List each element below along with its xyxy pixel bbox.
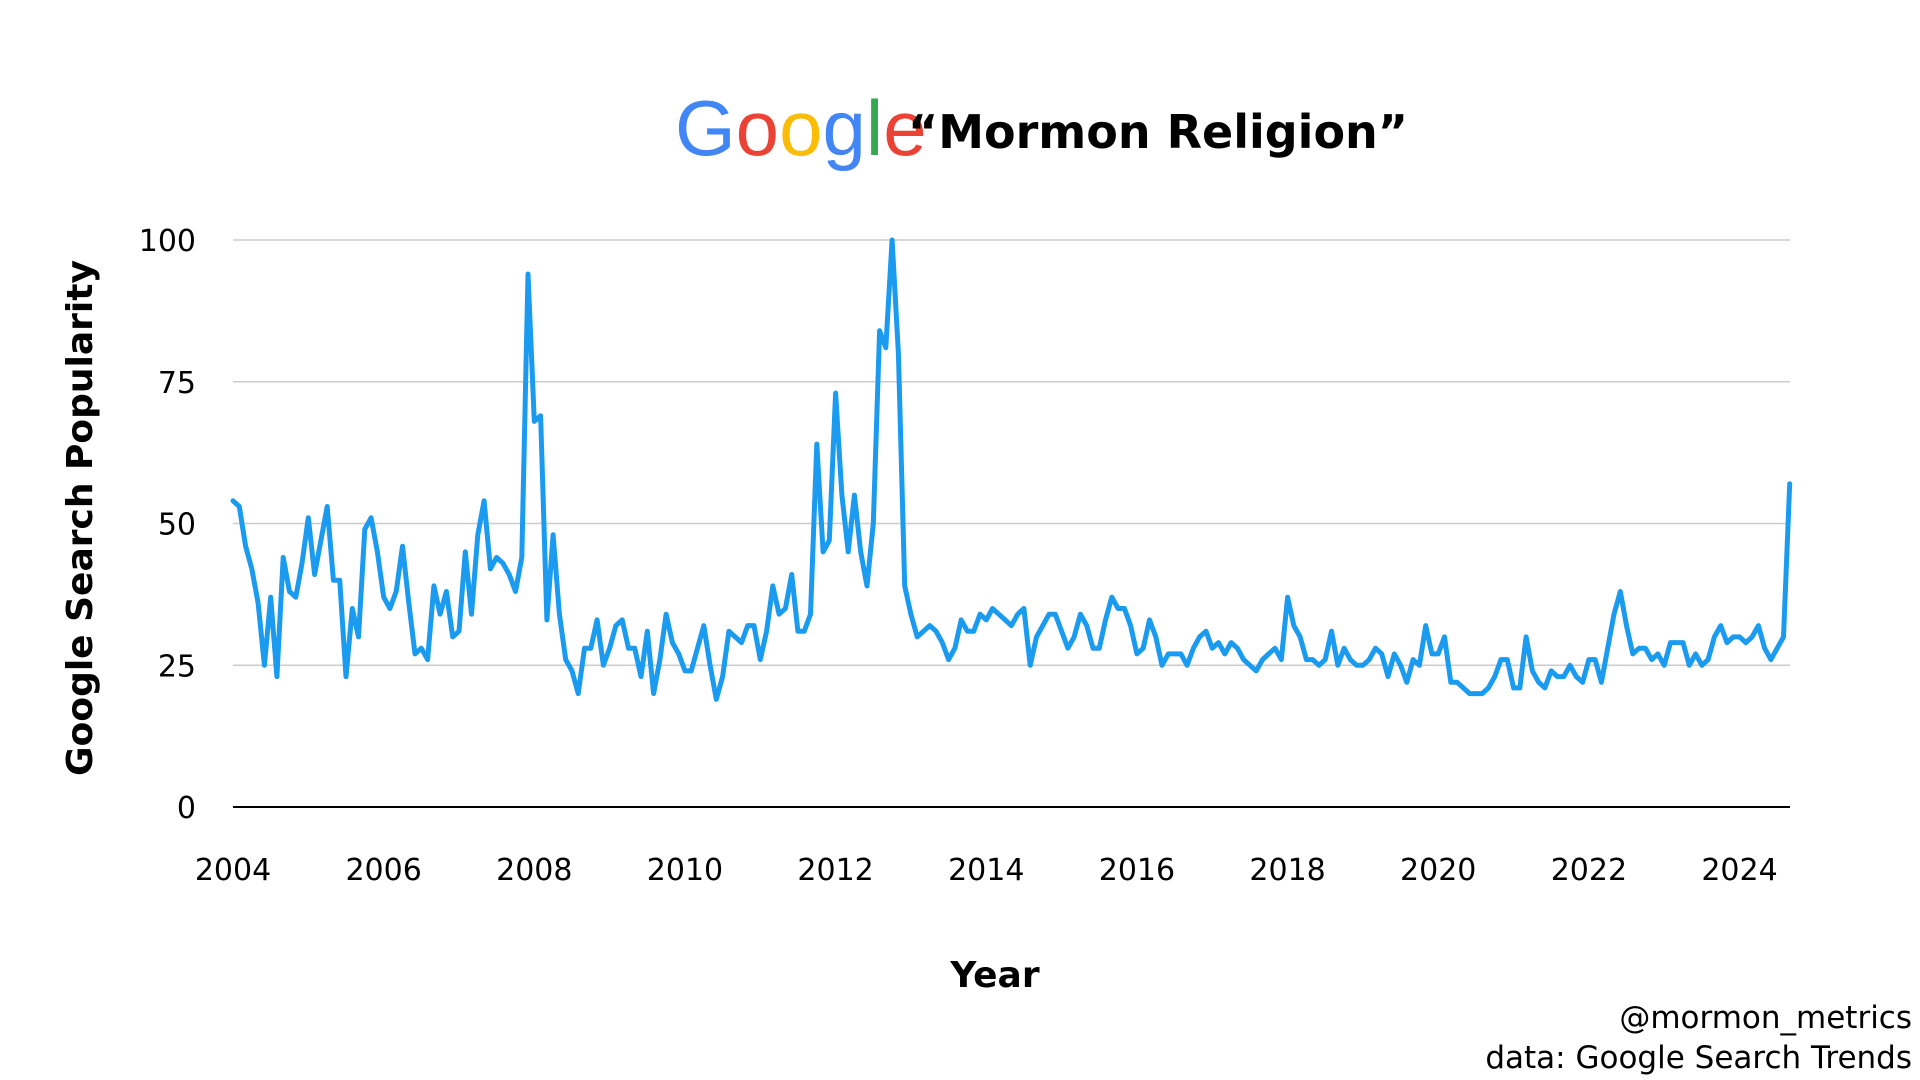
google-logo: Google <box>675 84 927 172</box>
x-tick-label: 2020 <box>1400 853 1476 888</box>
x-tick-label: 2024 <box>1701 853 1777 888</box>
x-tick-label: 2016 <box>1099 853 1175 888</box>
x-tick-label: 2018 <box>1249 853 1325 888</box>
chart-title: “Mormon Religion” <box>908 105 1408 159</box>
x-tick-label: 2010 <box>647 853 723 888</box>
logo-letter: e <box>883 84 926 172</box>
credit-handle: @mormon_metrics <box>1619 1000 1912 1036</box>
logo-letter: g <box>822 84 865 172</box>
y-tick-label: 50 <box>158 508 196 543</box>
x-tick-label: 2008 <box>496 853 572 888</box>
x-tick-labels: 2004 2006 2008 2010 2012 2014 2016 2018 2020 2022… <box>195 853 1778 888</box>
x-axis-label: Year <box>949 955 1039 996</box>
series-line <box>230 237 1793 702</box>
x-tick-label: 2012 <box>797 853 873 888</box>
x-tick-label: 2022 <box>1551 853 1627 888</box>
credit-source: data: Google Search Trends <box>1485 1040 1912 1076</box>
x-tick-label: 2006 <box>345 853 421 888</box>
logo-letter: o <box>736 84 779 172</box>
y-tick-label: 100 <box>139 224 196 259</box>
y-tick-label: 25 <box>158 649 196 684</box>
logo-letter: o <box>779 84 822 172</box>
y-axis-label: Google Search Popularity <box>60 260 101 776</box>
y-tick-label: 75 <box>158 366 196 401</box>
y-tick-labels: 0 25 50 75 100 <box>139 224 196 826</box>
logo-letter: G <box>675 84 736 172</box>
y-tick-label: 0 <box>177 791 196 826</box>
x-tick-label: 2004 <box>195 853 271 888</box>
x-tick-label: 2014 <box>948 853 1024 888</box>
gridlines <box>233 239 1790 808</box>
logo-letter: l <box>866 84 883 172</box>
chart-header: Google “Mormon Religion” <box>675 84 1408 172</box>
